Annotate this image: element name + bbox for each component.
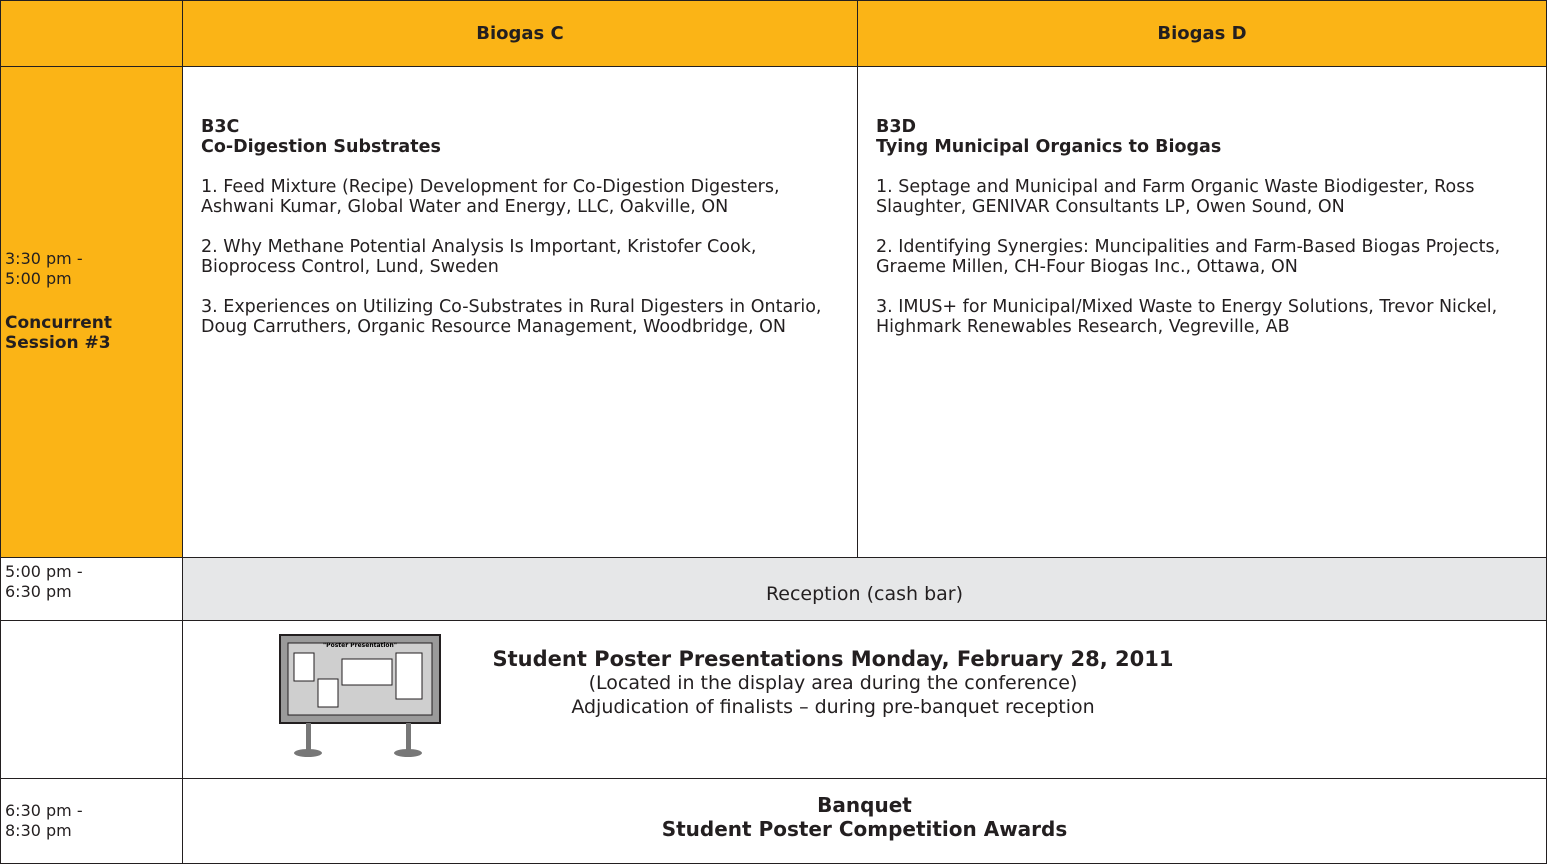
track-title: Co-Digestion Substrates <box>201 137 441 157</box>
posters-line: (Located in the display area during the … <box>588 672 1078 694</box>
banquet-line: Banquet <box>817 793 912 817</box>
talk: 2. Why Methane Potential Analysis Is Imp… <box>201 237 757 277</box>
time: 3:30 pm - <box>5 249 83 268</box>
corner-cell <box>0 0 183 67</box>
talk: 1. Septage and Municipal and Farm Organi… <box>876 177 1475 217</box>
talk: 3. Experiences on Utilizing Co-Substrate… <box>201 297 822 337</box>
banquet-time: 6:30 pm - 8:30 pm <box>0 778 183 864</box>
poster-board-icon: "Poster Presentation" <box>279 634 441 757</box>
track-cell: B3C Co-Digestion Substrates 1. Feed Mixtur… <box>182 66 858 558</box>
posters-cell: "Poster Presentation" Student Poster Pre… <box>182 620 1547 779</box>
time: 5:00 pm - <box>5 562 83 581</box>
talk: 2. Identifying Synergies: Muncipalities … <box>876 237 1501 277</box>
track-code: B3D <box>876 117 917 137</box>
reception-cell: Reception (cash bar) <box>182 557 1547 621</box>
track-code: B3C <box>201 117 240 137</box>
track-title: Tying Municipal Organics to Biogas <box>876 137 1222 157</box>
posters-line: Adjudication of finalists – during pre-b… <box>571 696 1095 718</box>
time: 6:30 pm <box>5 582 72 601</box>
time: 5:00 pm <box>5 269 72 288</box>
column-header: Biogas C <box>182 0 858 67</box>
time: 6:30 pm - <box>5 801 83 820</box>
board-title: "Poster Presentation" <box>323 642 397 649</box>
column-header: Biogas D <box>857 0 1547 67</box>
session-label: Concurrent <box>5 313 112 333</box>
posters-title: Student Poster Presentations Monday, Feb… <box>492 647 1174 671</box>
banquet-line: Student Poster Competition Awards <box>661 817 1068 841</box>
banquet-cell: Banquet Student Poster Competition Award… <box>182 778 1547 864</box>
talk: 3. IMUS+ for Municipal/Mixed Waste to En… <box>876 297 1498 337</box>
reception-time: 5:00 pm - 6:30 pm <box>0 557 183 621</box>
session-time-cell: 3:30 pm - 5:00 pm Concurrent Session #3 <box>0 66 183 558</box>
session-label: Session #3 <box>5 333 111 353</box>
talk: 1. Feed Mixture (Recipe) Development for… <box>201 177 780 217</box>
track-cell: B3D Tying Municipal Organics to Biogas 1. … <box>857 66 1547 558</box>
empty-cell <box>0 620 183 779</box>
time: 8:30 pm <box>5 821 72 840</box>
